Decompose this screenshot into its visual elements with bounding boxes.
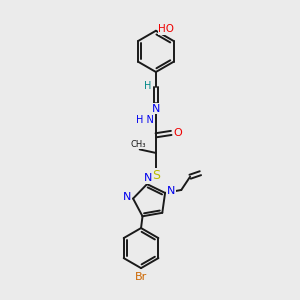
Text: S: S	[152, 169, 160, 182]
Text: H N: H N	[136, 115, 154, 125]
Text: N: N	[122, 192, 131, 202]
Text: H: H	[144, 81, 151, 91]
Text: HO: HO	[158, 24, 174, 34]
Text: N: N	[167, 186, 175, 196]
Text: Br: Br	[135, 272, 147, 282]
Text: N: N	[143, 173, 152, 183]
Text: CH₃: CH₃	[130, 140, 146, 148]
Text: O: O	[173, 128, 182, 138]
Text: N: N	[152, 104, 160, 114]
